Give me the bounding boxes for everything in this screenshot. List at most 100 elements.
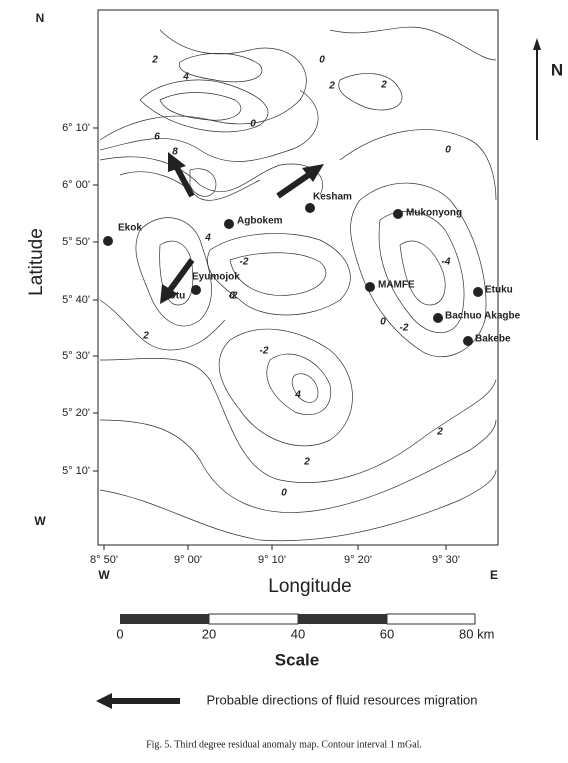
contour bbox=[329, 26, 497, 61]
migration-arrows bbox=[160, 38, 541, 304]
scale-segment bbox=[120, 614, 209, 624]
north-label: N bbox=[551, 60, 563, 79]
arrow-head bbox=[168, 152, 186, 172]
x-tick-label: 9° 20' bbox=[344, 554, 372, 566]
y-tick-label: 6° 00' bbox=[62, 179, 90, 191]
town-label: MAMFE bbox=[378, 280, 415, 291]
town-marker bbox=[473, 287, 483, 297]
contour-label: 2 bbox=[328, 81, 335, 92]
x-axis-label: Longitude bbox=[268, 576, 351, 597]
scale-tick-label: 20 bbox=[202, 626, 216, 641]
town-marker bbox=[305, 203, 315, 213]
legend-text: Probable directions of fluid resources m… bbox=[207, 692, 478, 707]
town-label: Eyumojok bbox=[192, 272, 240, 283]
y-tick-label: 5° 30' bbox=[62, 350, 90, 362]
contour-label: -2 bbox=[260, 346, 269, 357]
contour bbox=[119, 171, 261, 201]
contour bbox=[339, 129, 497, 201]
corner-label: W bbox=[98, 568, 110, 582]
town-marker bbox=[433, 313, 443, 323]
contour bbox=[135, 217, 212, 327]
contour-label: 2 bbox=[380, 80, 387, 91]
contour bbox=[218, 328, 353, 447]
arrow-head bbox=[302, 164, 324, 182]
y-tick-label: 5° 50' bbox=[62, 236, 90, 248]
contour bbox=[99, 358, 497, 483]
y-tick-label: 5° 40' bbox=[62, 294, 90, 306]
contour bbox=[99, 469, 497, 542]
contour bbox=[99, 89, 319, 162]
scale-tick-label: 60 bbox=[380, 626, 394, 641]
contour-label: 2 bbox=[303, 457, 310, 468]
contour bbox=[139, 79, 269, 133]
caption: Fig. 5. Third degree residual anomaly ma… bbox=[146, 739, 422, 750]
contour-label: 4 bbox=[204, 233, 211, 244]
arrow-head bbox=[160, 284, 178, 304]
town-label: Bachuo Akagbe bbox=[445, 311, 521, 322]
contour-label: 2 bbox=[142, 331, 149, 342]
scale-segment bbox=[386, 613, 476, 625]
scale-tick-label: 40 bbox=[291, 626, 305, 641]
town-marker bbox=[224, 219, 234, 229]
y-axis-label: Latitude bbox=[26, 228, 47, 296]
town-marker bbox=[365, 282, 375, 292]
contour-label: -2 bbox=[400, 323, 409, 334]
scale-bar bbox=[120, 613, 476, 625]
north-arrow-head bbox=[533, 38, 541, 50]
contour-label: -2 bbox=[240, 257, 249, 268]
town-marker bbox=[191, 285, 201, 295]
scale-segment bbox=[208, 613, 299, 625]
contour bbox=[266, 353, 332, 416]
contour-label: 0 bbox=[281, 488, 287, 499]
town-marker bbox=[463, 336, 473, 346]
town-label: Kesham bbox=[313, 192, 352, 203]
map-frame bbox=[97, 9, 499, 546]
contour bbox=[99, 29, 307, 141]
contour bbox=[159, 92, 242, 121]
contour-label: -4 bbox=[442, 257, 451, 268]
contour-label: 2 bbox=[436, 427, 443, 438]
contour bbox=[189, 168, 217, 197]
scale-tick-label: 0 bbox=[116, 626, 123, 641]
contour-label: 0 bbox=[445, 145, 451, 156]
contour bbox=[207, 233, 351, 316]
contour bbox=[378, 211, 465, 334]
contour-label: 0 bbox=[319, 55, 325, 66]
town-marker bbox=[103, 236, 113, 246]
contour bbox=[291, 373, 319, 403]
contour-label: 6 bbox=[154, 132, 160, 143]
arrow-shaft bbox=[167, 258, 195, 292]
contour bbox=[99, 299, 226, 351]
town-label: Ekok bbox=[118, 223, 142, 234]
contour-label: -2 bbox=[229, 291, 238, 302]
contour bbox=[229, 252, 327, 296]
y-tick-label: 6° 10' bbox=[62, 122, 90, 134]
contour bbox=[99, 419, 497, 513]
town-label: Agbokem bbox=[237, 216, 283, 227]
contour bbox=[178, 53, 263, 83]
scale-title: Scale bbox=[275, 650, 319, 669]
corner-label: N bbox=[36, 11, 45, 25]
legend-arrow-head bbox=[96, 693, 112, 709]
contour bbox=[338, 73, 403, 111]
y-tick-label: 5° 10' bbox=[62, 465, 90, 477]
town-label: Mukonyong bbox=[406, 208, 462, 219]
x-tick-label: 8° 50' bbox=[90, 554, 118, 566]
corner-label: W bbox=[34, 514, 46, 528]
arrow-shaft bbox=[173, 164, 195, 198]
x-tick-label: 9° 00' bbox=[174, 554, 202, 566]
arrow-shaft bbox=[276, 171, 312, 199]
contour bbox=[399, 240, 446, 306]
contour-label: 0 bbox=[250, 119, 256, 130]
contour-label: 0 bbox=[229, 291, 235, 302]
y-tick-label: 5° 20' bbox=[62, 407, 90, 419]
contour-label: 2 bbox=[151, 55, 158, 66]
contour-label: 4 bbox=[294, 390, 301, 401]
town-label: Etuku bbox=[485, 285, 513, 296]
scale-segment bbox=[298, 614, 387, 624]
contour-label: 4 bbox=[182, 72, 189, 83]
contour-label: 8 bbox=[172, 147, 178, 158]
